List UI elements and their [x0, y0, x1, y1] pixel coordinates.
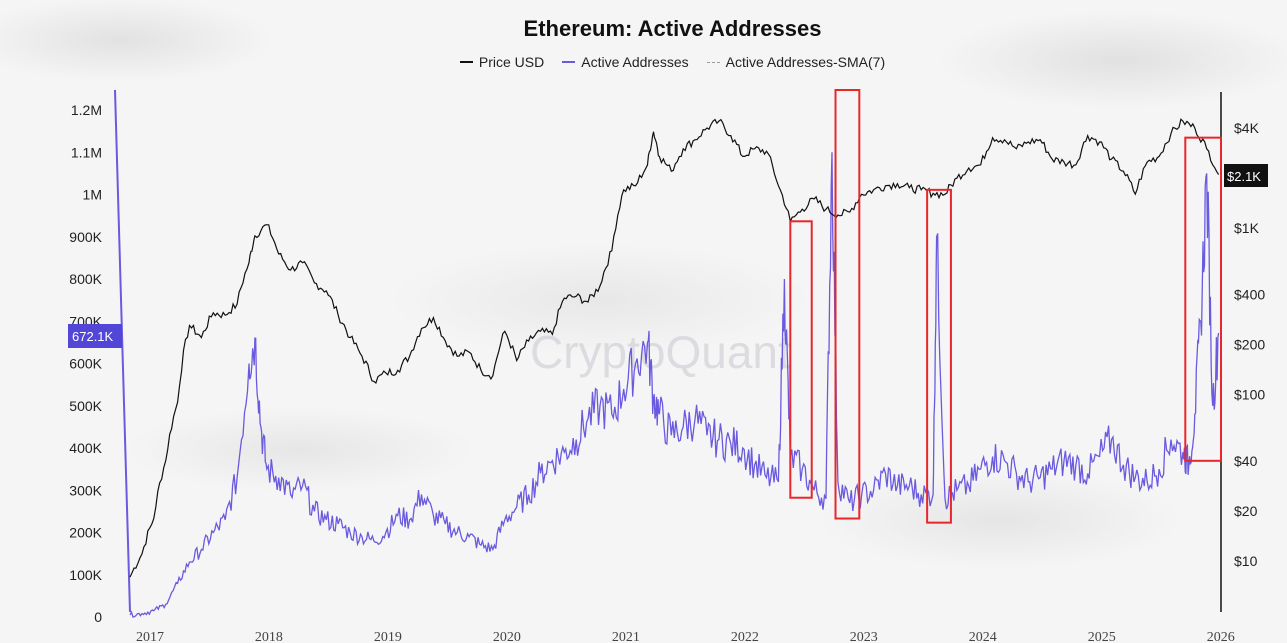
right-tick-label: $40: [1234, 453, 1258, 469]
x-tick-label: 2020: [493, 630, 521, 643]
left-tick-label: 1.1M: [71, 144, 102, 160]
highlight-box: [834, 89, 861, 520]
left-tick-label: 300K: [69, 482, 102, 498]
left-tick-label: 100K: [69, 567, 102, 583]
legend-item-price[interactable]: Price USD: [459, 54, 545, 70]
watermark: CryptoQuant: [530, 326, 791, 378]
legend-label-price: Price USD: [478, 54, 545, 70]
x-tick-label: 2025: [1088, 630, 1116, 643]
right-axis-ticks: $10 $20 $40 $100 $200 $400 $1K $4K: [1234, 120, 1265, 569]
x-tick-label: 2017: [136, 630, 164, 643]
chart-title: Ethereum: Active Addresses: [523, 16, 822, 41]
x-tick-label: 2026: [1207, 630, 1235, 643]
x-tick-label: 2023: [850, 630, 878, 643]
legend-item-sma[interactable]: Active Addresses-SMA(7): [706, 54, 886, 70]
left-current-badge-label: 672.1K: [72, 329, 114, 344]
legend-label-sma: Active Addresses-SMA(7): [725, 54, 886, 70]
left-tick-label: 500K: [69, 398, 102, 414]
legend: Price USD Active Addresses Active Addres…: [0, 54, 1287, 70]
left-current-badge-bg: [68, 324, 122, 348]
left-tick-label: 1M: [83, 187, 102, 203]
right-current-badge: $2.1K: [1224, 164, 1268, 187]
highlight-box: [926, 188, 952, 524]
legend-label-active-addresses: Active Addresses: [581, 54, 689, 70]
x-tick-label: 2022: [731, 630, 759, 643]
x-tick-label: 2024: [969, 630, 997, 643]
highlight-box: [1184, 136, 1222, 462]
right-tick-label: $200: [1234, 337, 1265, 353]
right-tick-label: $1K: [1234, 220, 1260, 236]
left-tick-label: 900K: [69, 229, 102, 245]
right-tick-label: $4K: [1234, 120, 1260, 136]
right-current-badge-label: $2.1K: [1227, 169, 1261, 184]
left-tick-label: 400K: [69, 440, 102, 456]
x-tick-label: 2018: [255, 630, 283, 643]
legend-item-active-addresses[interactable]: Active Addresses: [562, 54, 689, 70]
left-tick-label: 200K: [69, 525, 102, 541]
right-tick-label: $400: [1234, 286, 1265, 302]
left-tick-label: 600K: [69, 356, 102, 372]
left-axis-line: [114, 89, 131, 613]
left-tick-label: 1.2M: [71, 102, 102, 118]
right-tick-label: $10: [1234, 553, 1258, 569]
series-active-addresses: [129, 152, 1220, 618]
left-tick-label: 0: [94, 609, 102, 625]
legend-swatch-sma: [706, 61, 720, 63]
left-axis-ticks: 0100K200K300K400K500K600K700K800K900K1M1…: [69, 102, 102, 625]
right-tick-label: $100: [1234, 387, 1265, 403]
series-price-usd: [129, 118, 1220, 578]
right-current-badge-bg: [1224, 164, 1268, 187]
highlight-box: [789, 220, 813, 499]
left-current-badge: 672.1K: [68, 324, 122, 348]
x-axis-ticks: 2017 2018 2019 2020 2021 2022 2023 2024 2025 2026: [136, 630, 1235, 643]
highlight-boxes: [789, 89, 1222, 524]
x-tick-label: 2021: [612, 630, 640, 643]
x-tick-label: 2019: [374, 630, 402, 643]
legend-swatch-active-addresses: [562, 61, 576, 63]
legend-swatch-price: [459, 61, 473, 63]
left-tick-label: 800K: [69, 271, 102, 287]
right-tick-label: $20: [1234, 503, 1258, 519]
